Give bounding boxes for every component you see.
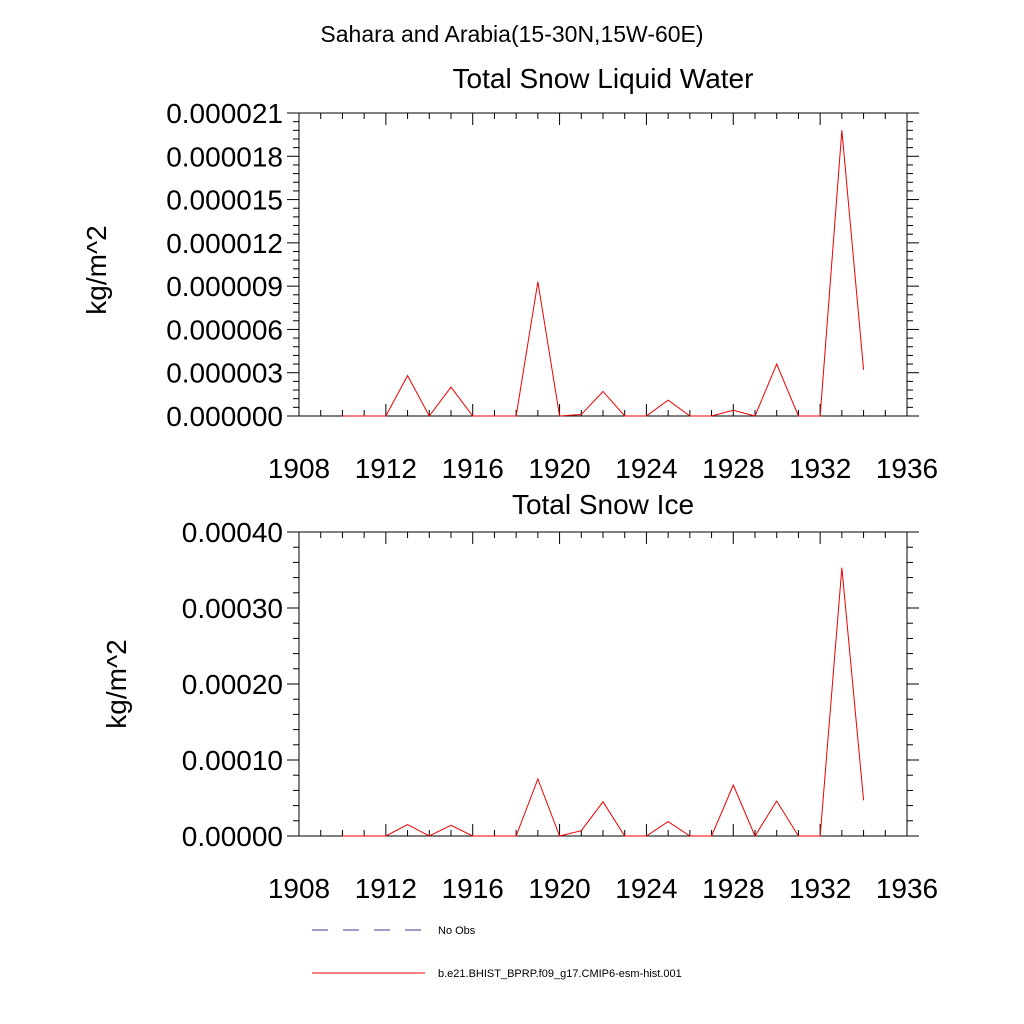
panel-snow-ice: Total Snow Ice kg/m^2 1908 1912 1916 1920 19… — [101, 489, 938, 904]
chart-title: Total Snow Liquid Water — [453, 63, 754, 94]
y-tick-label: 0.000009 — [166, 271, 283, 302]
x-tick-label: 1912 — [355, 873, 417, 904]
y-tick-label: 0.000012 — [166, 228, 283, 259]
y-tick-label: 0.000018 — [166, 141, 283, 172]
y-axis-label: kg/m^2 — [81, 225, 112, 314]
series-line-model — [342, 567, 865, 838]
y-tick-label: 0.000021 — [166, 98, 283, 129]
y-tick-label: 0.00020 — [182, 669, 283, 700]
y-tick-label: 0.000003 — [166, 358, 283, 389]
y-tick-label: 0.00030 — [182, 593, 283, 624]
x-tick-label: 1928 — [702, 453, 764, 484]
x-tick-label: 1916 — [442, 873, 504, 904]
x-tick-label: 1932 — [789, 873, 851, 904]
x-tick-label: 1936 — [876, 453, 938, 484]
chart-title: Total Snow Ice — [512, 489, 694, 520]
y-tick-label: 0.00000 — [182, 821, 283, 852]
x-tick-label: 1920 — [528, 873, 590, 904]
x-tick-label: 1936 — [876, 873, 938, 904]
x-tick-label: 1920 — [528, 453, 590, 484]
x-tick-label: 1916 — [442, 453, 504, 484]
legend: No Obs b.e21.BHIST_BPRP.f09_g17.CMIP6-es… — [312, 925, 682, 980]
legend-model-label: b.e21.BHIST_BPRP.f09_g17.CMIP6-esm-hist.… — [438, 968, 682, 980]
x-tick-label: 1908 — [268, 453, 330, 484]
x-tick-label: 1924 — [615, 453, 677, 484]
x-tick-label: 1928 — [702, 873, 764, 904]
x-tick-label: 1932 — [789, 453, 851, 484]
series-line-model — [342, 130, 865, 417]
legend-obs-label: No Obs — [438, 925, 476, 937]
y-tick-label: 0.00010 — [182, 745, 283, 776]
x-tick-label: 1908 — [268, 873, 330, 904]
panel-snow-liquid-water: Total Snow Liquid Water kg/m^2 1908 1912 1… — [81, 63, 938, 484]
x-tick-label: 1912 — [355, 453, 417, 484]
plot-frame — [298, 531, 908, 837]
y-tick-label: 0.000000 — [166, 401, 283, 432]
plot-frame — [298, 112, 908, 417]
y-axis-label: kg/m^2 — [101, 639, 132, 728]
y-tick-label: 0.000015 — [166, 185, 283, 216]
x-tick-label: 1924 — [615, 873, 677, 904]
y-tick-label: 0.000006 — [166, 314, 283, 345]
region-title: Sahara and Arabia(15-30N,15W-60E) — [320, 21, 703, 47]
y-tick-label: 0.00040 — [182, 517, 283, 548]
